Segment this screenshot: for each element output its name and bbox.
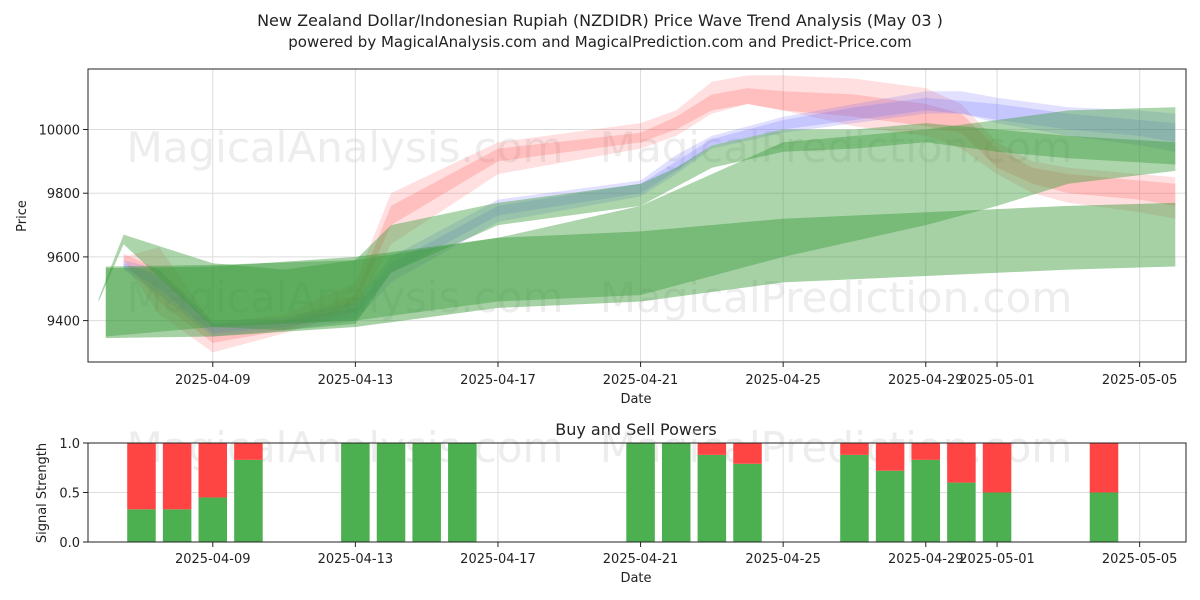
power-y-tick-label: 0.0 [59, 536, 80, 551]
watermark-prediction-middle: MagicalPrediction.com [600, 273, 1073, 322]
sell-bar [875, 443, 905, 471]
price-y-tick-label: 9800 [47, 187, 80, 202]
buy-bar [733, 463, 762, 542]
price-x-tick-label: 2025-05-01 [959, 373, 1035, 388]
power-x-tick-label: 2025-04-21 [603, 552, 679, 567]
power-title: Buy and Sell Powers [555, 420, 717, 439]
price-x-axis-label: Date [620, 392, 651, 407]
sell-bar [840, 443, 869, 455]
chart-subtitle: powered by MagicalAnalysis.com and Magic… [288, 33, 912, 51]
power-x-tick-label: 2025-05-05 [1102, 552, 1178, 567]
power-x-axis-label: Date [620, 571, 651, 586]
price-y-axis-label: Price [15, 200, 30, 232]
sell-bar [911, 443, 941, 460]
price-y-tick-label: 10000 [39, 124, 80, 139]
power-x-tick-label: 2025-04-25 [745, 552, 821, 567]
price-grid [88, 69, 1186, 362]
buy-bar [127, 509, 156, 542]
power-bars [127, 443, 1119, 542]
wave-band-green [98, 123, 1176, 331]
buy-bar [376, 443, 406, 542]
price-x-tick-label: 2025-04-09 [175, 373, 251, 388]
sell-bar [697, 443, 727, 455]
wave-band-red [123, 88, 1176, 343]
sell-bar [982, 443, 1012, 493]
price-y-ticks: 9400 9600 9800 10000 [39, 124, 88, 330]
buy-bar [1089, 492, 1119, 542]
watermark-prediction-top: MagicalPrediction.com [600, 123, 1073, 172]
sell-bar [733, 443, 762, 464]
wave-band-red [123, 75, 1176, 353]
power-y-axis-label: Signal Strength [35, 443, 50, 543]
power-x-tick-label: 2025-04-17 [460, 552, 536, 567]
buy-bar [661, 443, 691, 542]
buy-bar [198, 497, 228, 542]
buy-bar [875, 470, 905, 542]
sell-bar [234, 443, 263, 460]
price-x-tick-label: 2025-04-21 [603, 373, 679, 388]
power-x-tick-label: 2025-04-09 [175, 552, 251, 567]
sell-bar [127, 443, 156, 510]
price-x-ticks: 2025-04-09 2025-04-13 2025-04-17 2025-04-21… [175, 362, 1177, 388]
price-y-tick-label: 9400 [47, 315, 80, 330]
price-panel: MagicalAnalysis.com MagicalPrediction.co… [15, 68, 1187, 407]
price-bands [98, 75, 1176, 353]
wave-band-blue [123, 91, 1176, 337]
chart-title: New Zealand Dollar/Indonesian Rupiah (NZ… [257, 11, 943, 30]
sell-bar [198, 443, 228, 498]
sell-bar [947, 443, 976, 483]
wave-band-green [105, 202, 1176, 339]
power-y-tick-label: 0.5 [59, 487, 80, 502]
price-y-tick-label: 9600 [47, 251, 80, 266]
buy-bar [448, 443, 477, 542]
buy-bar [697, 454, 727, 542]
buy-bar [840, 454, 869, 542]
buy-bar [234, 459, 263, 542]
buy-bar [412, 443, 441, 542]
power-x-ticks: 2025-04-09 2025-04-13 2025-04-17 2025-04-21… [175, 542, 1177, 567]
power-x-tick-label: 2025-04-29 [888, 552, 964, 567]
power-panel: Buy and Sell Powers MagicalAnalysis.com … [35, 420, 1187, 586]
buy-bar [162, 509, 192, 542]
price-x-tick-label: 2025-05-05 [1102, 373, 1178, 388]
price-x-tick-label: 2025-04-17 [460, 373, 536, 388]
sell-bar [1089, 443, 1119, 493]
buy-bar [911, 459, 941, 542]
price-plot-frame [87, 68, 1187, 363]
buy-bar [341, 443, 370, 542]
price-x-tick-label: 2025-04-13 [318, 373, 394, 388]
wave-band-green [105, 107, 1176, 337]
power-y-tick-label: 1.0 [59, 437, 80, 452]
watermark-analysis-middle: MagicalAnalysis.com [127, 273, 564, 322]
buy-bar [947, 482, 976, 542]
sell-bar [162, 443, 192, 510]
price-x-tick-label: 2025-04-29 [888, 373, 964, 388]
power-y-ticks: 0.0 0.5 1.0 [59, 437, 88, 551]
price-x-tick-label: 2025-04-25 [745, 373, 821, 388]
buy-bar [982, 492, 1012, 542]
watermark-analysis-top: MagicalAnalysis.com [127, 123, 564, 172]
power-x-tick-label: 2025-05-01 [959, 552, 1035, 567]
wave-band-blue [123, 97, 1176, 334]
buy-bar [626, 443, 655, 542]
power-x-tick-label: 2025-04-13 [318, 552, 394, 567]
